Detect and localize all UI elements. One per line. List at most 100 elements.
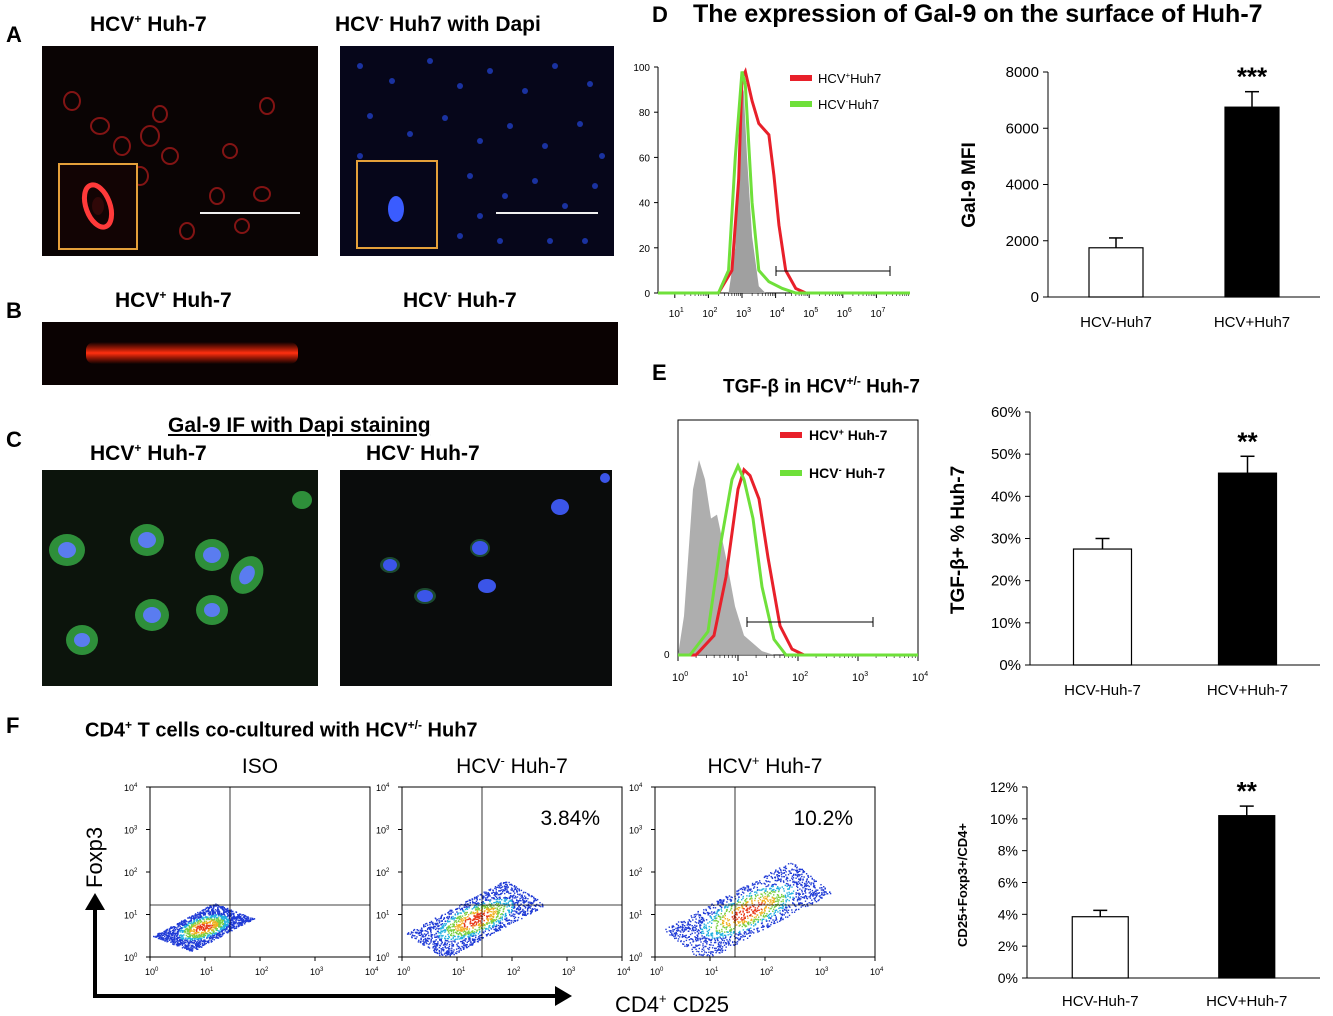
flow-dot (464, 935, 466, 937)
flow-dot (755, 891, 757, 893)
flow-dot (198, 927, 201, 929)
flow-dot (436, 927, 438, 929)
flow-dot (784, 866, 786, 869)
flow-dot (788, 891, 790, 894)
flow-dot (802, 896, 804, 899)
flow-dot (530, 901, 533, 904)
flow-dot (212, 921, 214, 924)
flow-dot (738, 925, 740, 927)
flow-dot (529, 901, 531, 903)
flow-dot (457, 935, 459, 938)
flow-dot (177, 932, 179, 934)
flow-dot (471, 934, 473, 937)
flow-dot (717, 909, 719, 911)
flow-dot (173, 933, 175, 935)
flow-dot (222, 916, 225, 918)
flow-dot (207, 913, 210, 915)
flow-dot (493, 919, 495, 921)
flow-dot (716, 911, 718, 913)
flow-dot (791, 892, 793, 894)
flow-dot (675, 923, 678, 925)
flow-dot (704, 937, 706, 939)
flow-dot (504, 918, 507, 921)
flow-dot (519, 907, 522, 909)
flow-dot (184, 932, 186, 934)
flow-dot (452, 945, 455, 947)
flow-dot (199, 919, 202, 922)
flow-dot (723, 937, 725, 940)
flow-dot (472, 923, 474, 925)
flow-dot (162, 938, 165, 940)
flow-dot (465, 946, 468, 949)
flow-dot (723, 925, 725, 927)
flow-dot (467, 918, 470, 921)
flow-dot (767, 885, 769, 887)
flow-dot (500, 893, 502, 896)
flow-dot (787, 863, 790, 865)
flow-dot (510, 883, 512, 886)
flow-dot (719, 916, 721, 919)
flow-dot (768, 874, 770, 877)
flow-dot (704, 951, 706, 953)
flow-dot (796, 900, 799, 902)
flow-dot (730, 905, 733, 908)
flow-dot (232, 925, 235, 927)
flow-dot (212, 913, 214, 916)
flow-dot (751, 915, 754, 917)
hd-y-tick-label: 60 (639, 153, 651, 164)
flow-dot (473, 938, 475, 941)
flow-dot (735, 941, 737, 943)
flow-dot (217, 908, 219, 910)
flow-dot (474, 931, 476, 933)
flow-y-tick-label: 104 (124, 783, 138, 793)
flow-dot (430, 938, 432, 941)
flow-dot (241, 921, 243, 923)
flow-dot (437, 923, 439, 925)
flow-dot (787, 877, 789, 880)
flow-dot (194, 937, 196, 940)
flow-dot (180, 941, 182, 944)
flow-dot (767, 907, 770, 909)
bar-chart-d: 02000400060008000HCV-Huh7***HCV+Huh7Gal-… (959, 62, 1320, 331)
flow-dot (793, 899, 795, 901)
flow-dot (462, 919, 465, 921)
flow-dot (755, 881, 757, 883)
flow-dot (829, 892, 832, 895)
flow-dot (454, 920, 456, 922)
flow-dot (782, 909, 784, 912)
flow-dot (484, 905, 487, 908)
flow-dot (539, 902, 541, 904)
flow-dot (223, 928, 226, 931)
flow-dot (708, 955, 711, 957)
flow-dot (823, 886, 825, 888)
flow-dot (484, 930, 486, 932)
flow-dot (515, 912, 518, 914)
flow-dot (238, 917, 240, 919)
flow-dot (692, 919, 694, 921)
flow-dot (819, 895, 821, 897)
flow-dot (807, 881, 810, 883)
flow-dot (747, 922, 749, 925)
flow-dot (750, 915, 752, 917)
flow-dot (186, 928, 189, 930)
flow-dot (510, 900, 512, 902)
flow-dot (795, 869, 797, 872)
flow-dot (763, 891, 766, 894)
flow-dot (530, 910, 533, 912)
flow-dot (414, 935, 416, 937)
flow-dot (798, 893, 800, 896)
flow-dot (763, 925, 765, 928)
flow-dot (177, 925, 180, 927)
flow-dot (474, 916, 476, 918)
flow-dot (714, 907, 717, 909)
flow-dot (729, 930, 732, 933)
flow-dot (427, 932, 429, 935)
flow-dot (513, 897, 516, 899)
flow-dot (495, 887, 497, 889)
flow-dot (203, 912, 205, 914)
flow-dot (436, 922, 438, 924)
flow-dot (779, 887, 781, 889)
flow-dot (725, 943, 727, 945)
flow-dot (708, 946, 711, 949)
flow-dot (219, 914, 221, 916)
